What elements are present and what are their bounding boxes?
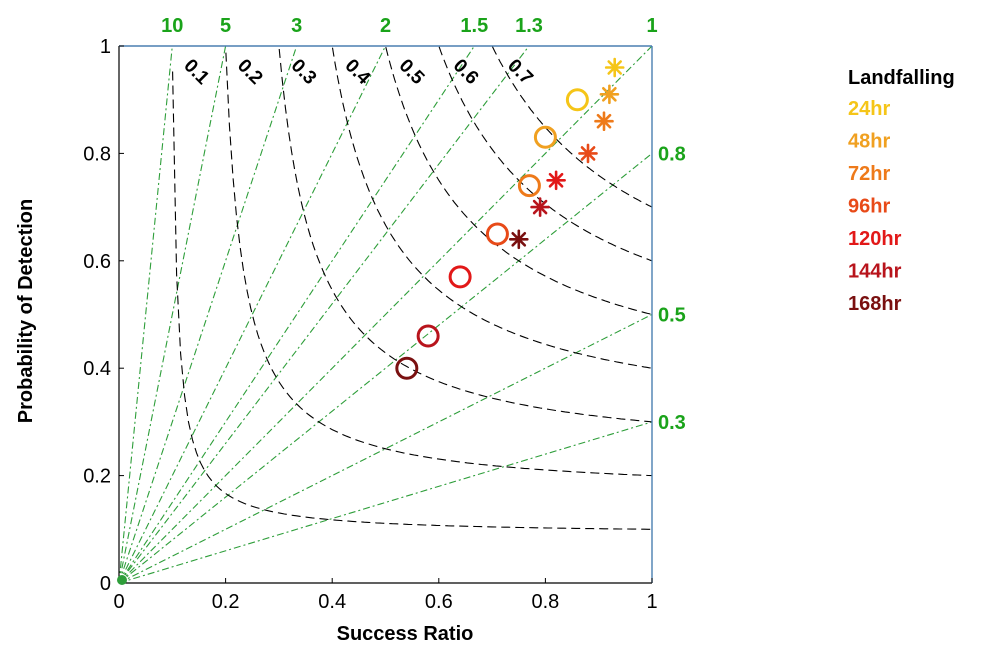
- star-marker-stroke: [548, 172, 564, 188]
- y-axis-label: Probability of Detection: [15, 199, 37, 423]
- legend-title: Landfalling: [848, 67, 955, 89]
- star-marker-stroke: [511, 232, 527, 247]
- csi-contour: [172, 71, 652, 530]
- legend-entry: 48hr: [848, 131, 890, 153]
- x-tick-label: 0: [113, 591, 124, 613]
- y-tick-label: 0: [100, 573, 111, 595]
- circle-marker: [517, 174, 541, 198]
- circle-marker: [565, 88, 589, 112]
- axes-frame: [118, 45, 653, 584]
- bias-line: [119, 46, 173, 583]
- circle-marker: [485, 222, 509, 246]
- bias-line: [119, 421, 652, 583]
- bias-line: [119, 46, 652, 583]
- legend-entry: 120hr: [848, 228, 902, 250]
- csi-label: 0.5: [395, 55, 429, 89]
- y-tick-label: 0.2: [83, 466, 111, 488]
- csi-contour: [438, 46, 652, 262]
- csi-contour: [278, 48, 652, 423]
- star-marker-stroke: [580, 146, 596, 161]
- csi-contour: [225, 52, 652, 477]
- bias-line: [119, 314, 652, 583]
- circle-marker: [448, 265, 472, 289]
- plot-area: [119, 46, 652, 583]
- bias-label: 0.5: [658, 305, 686, 327]
- star-marker: [578, 143, 598, 164]
- legend-entry: 168hr: [848, 293, 902, 315]
- y-tick-label: 0.6: [83, 251, 111, 273]
- bias-label: 2: [380, 15, 391, 37]
- star-marker-stroke: [607, 60, 623, 75]
- y-tick-label: 0.8: [83, 143, 111, 165]
- circle-marker: [395, 356, 419, 380]
- star-marker: [604, 57, 625, 78]
- csi-contour: [385, 46, 652, 316]
- bias-label: 5: [220, 15, 231, 37]
- csi-label: 0.4: [341, 55, 375, 89]
- csi-label: 0.2: [233, 55, 267, 89]
- bias-label: 0.8: [658, 143, 686, 165]
- legend-entry: 96hr: [848, 196, 890, 218]
- legend-entry: 144hr: [848, 261, 902, 283]
- csi-contour: [491, 46, 652, 208]
- axis-labels: Success Ratio Probability of Detection: [15, 199, 473, 645]
- star-marker: [546, 170, 566, 191]
- csi-label: 0.6: [449, 55, 483, 89]
- star-marker-stroke: [532, 199, 548, 215]
- legend: Landfalling 24hr 48hr 72hr 96hr 120hr 144hr 16…: [848, 67, 955, 315]
- bias-label: 1: [646, 15, 657, 37]
- legend-entry: 24hr: [848, 98, 890, 120]
- csi-label: 0.1: [180, 55, 214, 89]
- bias-line: [119, 46, 298, 583]
- star-marker: [530, 197, 550, 217]
- bias-line: [119, 152, 652, 583]
- x-tick-label: 0.6: [425, 591, 453, 613]
- x-tick-label: 0.8: [531, 591, 559, 613]
- bias-label: 0.3: [658, 412, 686, 434]
- bias-label: 1.5: [460, 15, 488, 37]
- csi-label: 0.7: [503, 55, 537, 89]
- bias-line: [119, 46, 227, 583]
- y-tick-label: 1: [100, 36, 111, 58]
- csi-contour: [331, 47, 652, 369]
- x-tick-label: 0.2: [212, 591, 240, 613]
- x-tick-label: 0.4: [318, 591, 346, 613]
- bias-label: 10: [161, 15, 183, 37]
- circle-marker: [416, 324, 440, 348]
- bias-line: [119, 46, 475, 583]
- star-marker: [594, 111, 614, 131]
- circle-marker: [533, 125, 557, 149]
- star-marker-stroke: [596, 113, 612, 129]
- star-marker: [508, 229, 529, 250]
- data-points: [395, 57, 625, 380]
- legend-entry: 72hr: [848, 163, 890, 185]
- star-marker-stroke: [601, 87, 617, 102]
- bias-label: 3: [291, 15, 302, 37]
- star-marker: [599, 84, 620, 105]
- origin-marker: [117, 575, 127, 585]
- bias-label: 1.3: [515, 15, 543, 37]
- x-tick-label: 1: [646, 591, 657, 613]
- bias-line: [119, 46, 530, 583]
- x-axis-label: Success Ratio: [337, 623, 474, 645]
- y-tick-label: 0.4: [83, 358, 111, 380]
- bias-line: [119, 46, 386, 583]
